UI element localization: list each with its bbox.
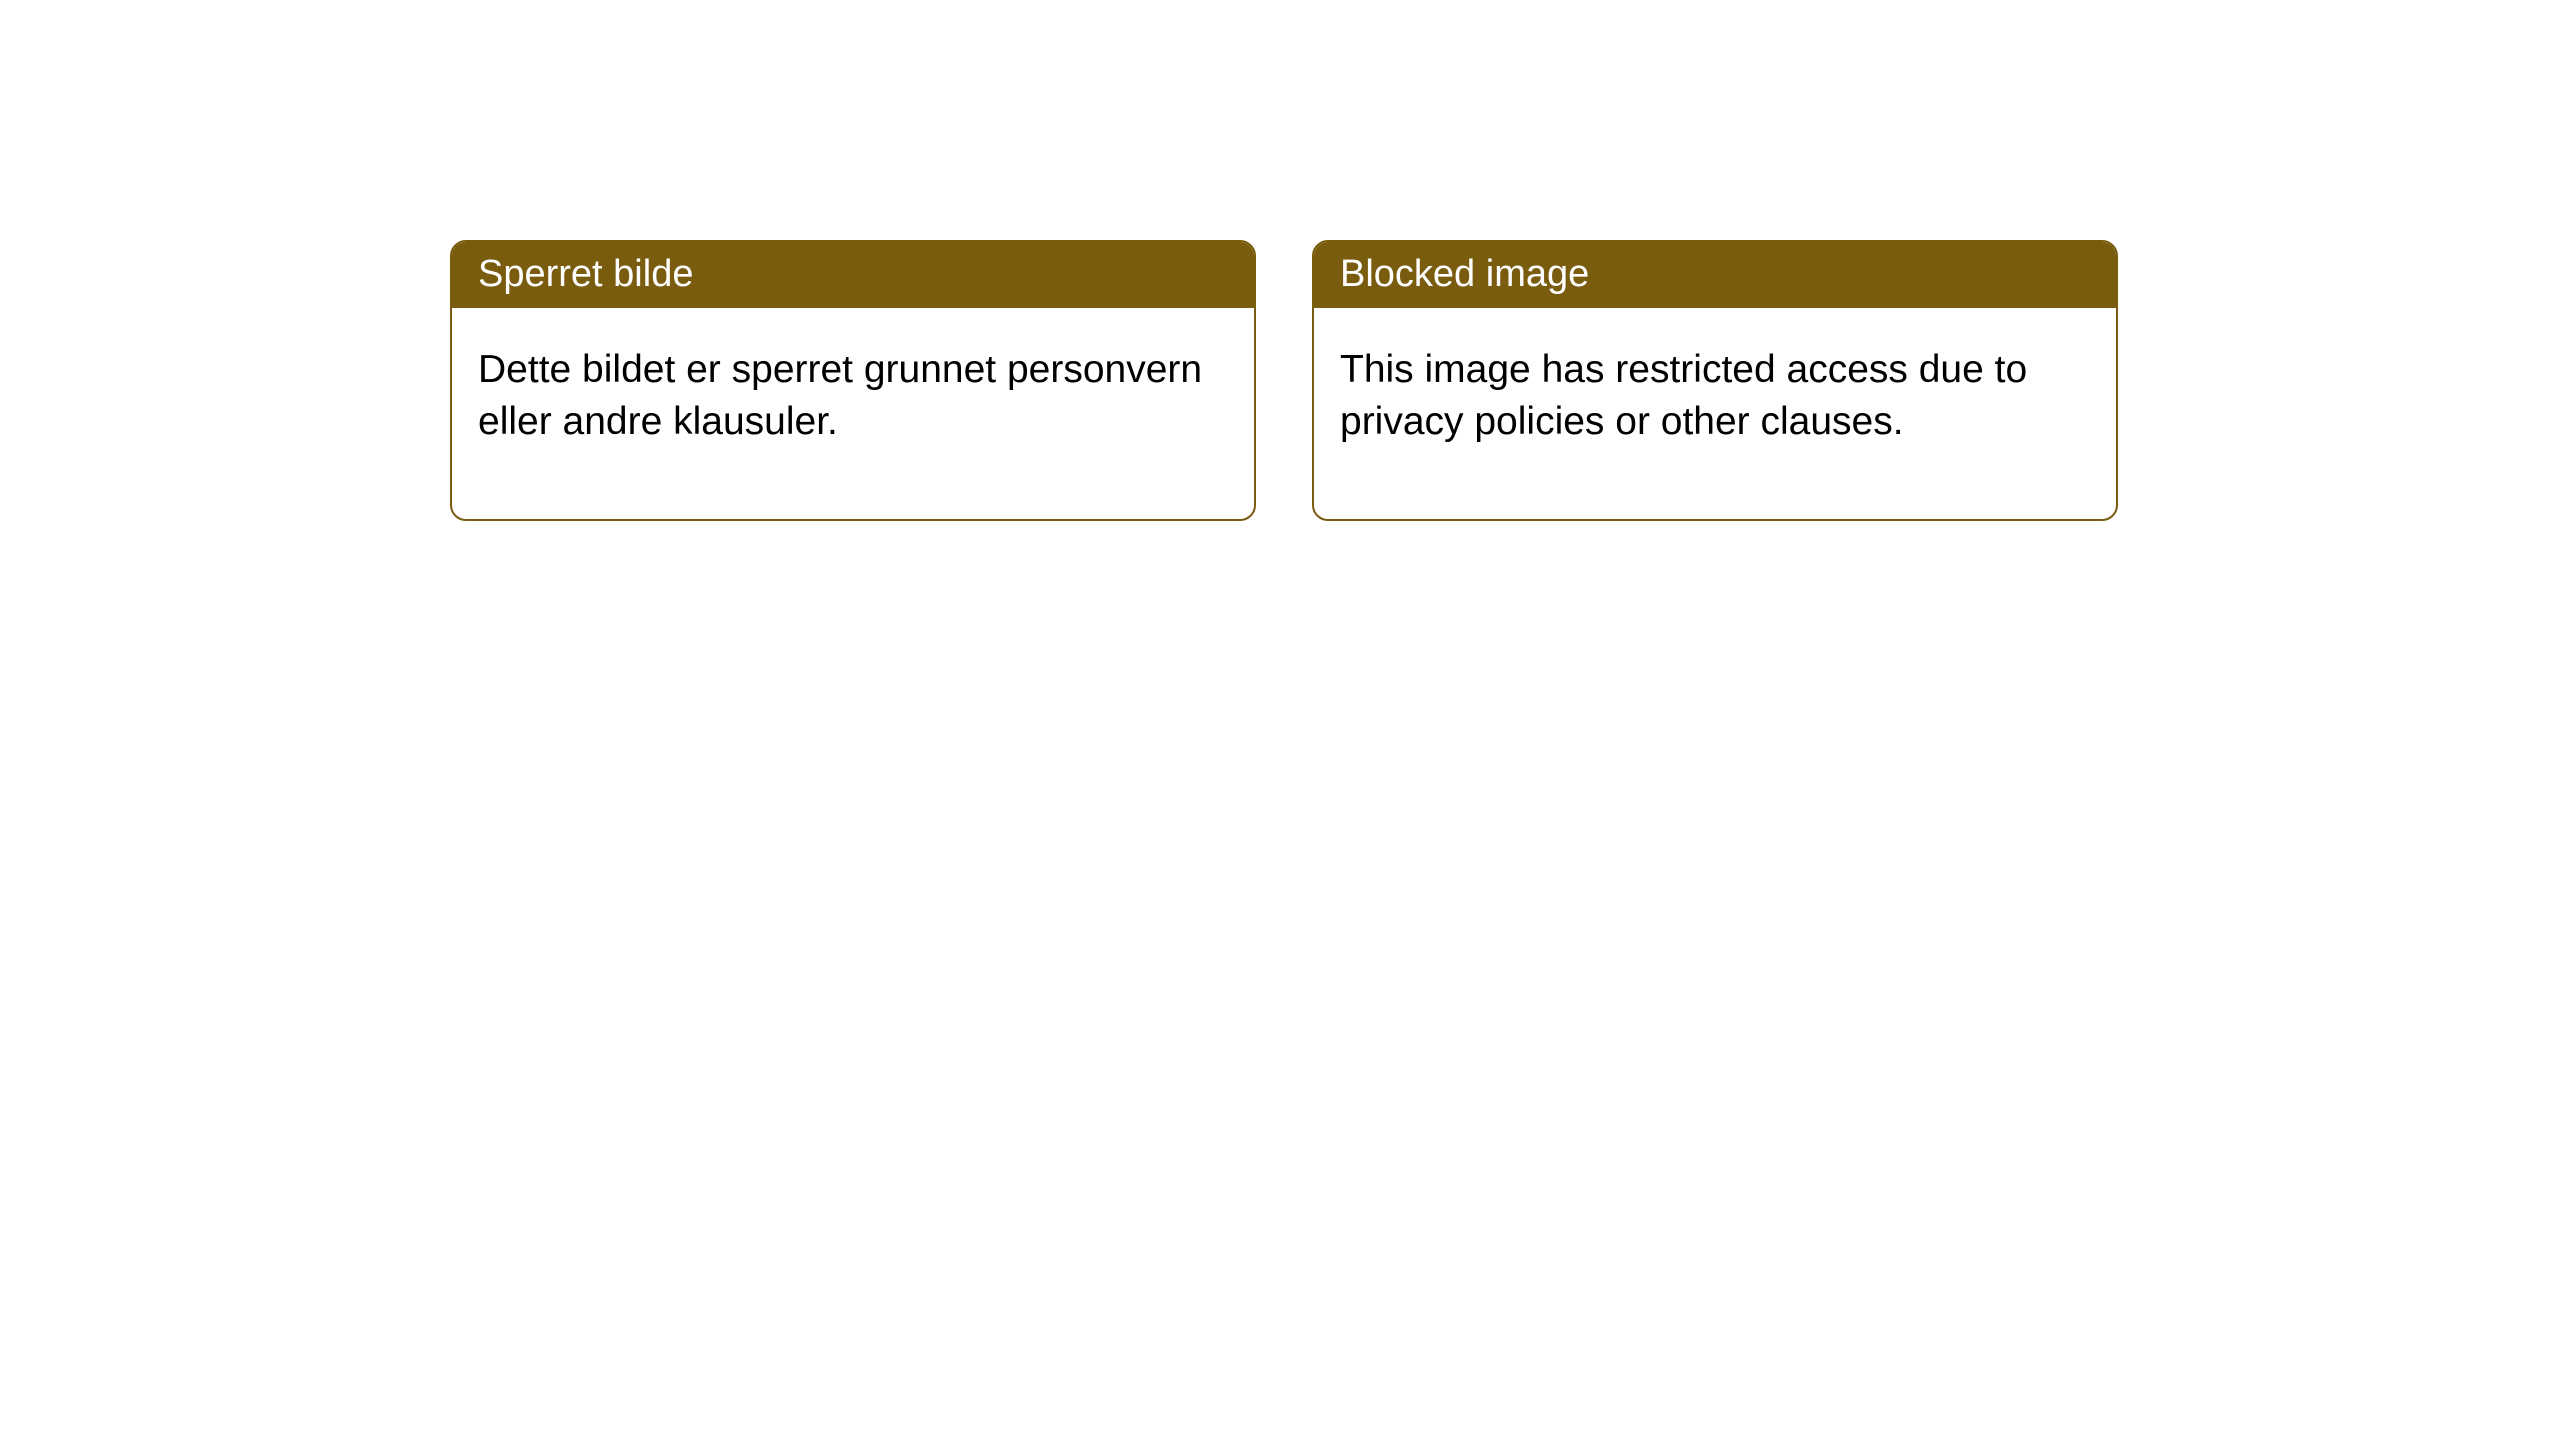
card-header: Blocked image	[1314, 242, 2116, 308]
card-body: Dette bildet er sperret grunnet personve…	[452, 308, 1254, 519]
card-title: Sperret bilde	[478, 253, 693, 295]
card-body-text: This image has restricted access due to …	[1340, 348, 2027, 444]
notice-card-norwegian: Sperret bilde Dette bildet er sperret gr…	[450, 240, 1256, 521]
card-title: Blocked image	[1340, 253, 1589, 295]
notice-container: Sperret bilde Dette bildet er sperret gr…	[0, 0, 2560, 521]
card-body-text: Dette bildet er sperret grunnet personve…	[478, 348, 1202, 444]
notice-card-english: Blocked image This image has restricted …	[1312, 240, 2118, 521]
card-header: Sperret bilde	[452, 242, 1254, 308]
card-body: This image has restricted access due to …	[1314, 308, 2116, 519]
